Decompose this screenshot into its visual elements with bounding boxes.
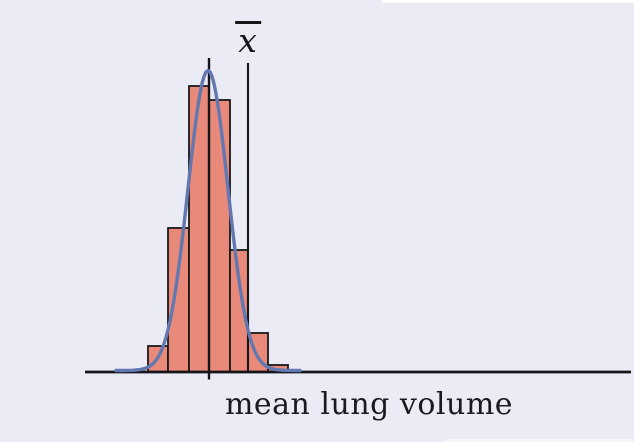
xbar-label-glyph: x — [238, 21, 257, 60]
xbar-label: x — [235, 21, 261, 57]
histogram-bar — [167, 227, 190, 373]
x-axis-label: mean lung volume — [224, 387, 514, 422]
bottom-right-light-strip — [445, 439, 634, 442]
top-right-white-strip — [382, 0, 634, 3]
normal-curve — [114, 68, 302, 373]
histogram-bar — [208, 99, 231, 373]
histogram-bar — [188, 85, 210, 373]
